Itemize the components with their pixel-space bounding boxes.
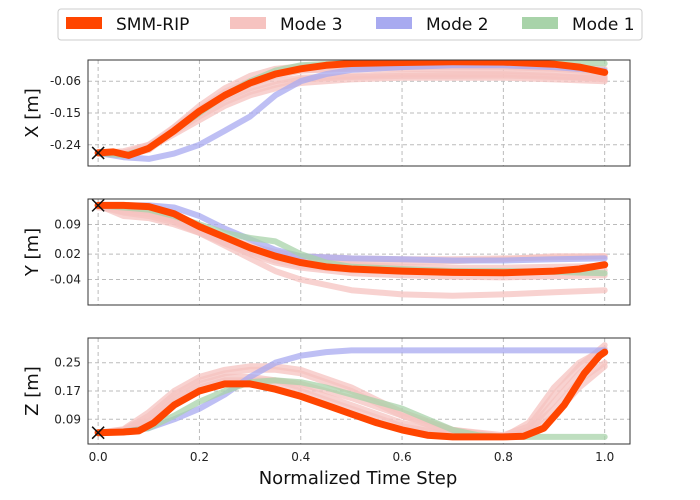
panel-y-series (94, 201, 609, 299)
panel-x-ytick-label-2: -0.06 (50, 74, 81, 88)
panel-x-ylabel: X [m] (22, 88, 43, 138)
panel-x-line-smm-rip (94, 60, 609, 159)
legend-swatch-mode-3 (230, 17, 266, 29)
legend-swatch-mode-1 (522, 17, 558, 29)
xtick-label-1: 0.2 (190, 450, 209, 464)
panel-x-frame (87, 59, 631, 167)
panel-z-line-smm-rip (94, 348, 609, 441)
legend-label-mode-2: Mode 2 (426, 15, 489, 35)
panel-y-start-marker-b (91, 198, 105, 212)
legend: SMM-RIP Mode 3 Mode 2 Mode 1 (57, 8, 643, 41)
legend-label-smm-rip: SMM-RIP (116, 15, 189, 35)
xtick-label-0: 0.0 (89, 450, 108, 464)
panel-y-line-smm-rip (94, 201, 609, 277)
legend-label-mode-3: Mode 3 (280, 15, 343, 35)
panel-z-ytick-label-1: 0.17 (54, 384, 81, 398)
panel-y-ytick-label-1: 0.02 (54, 247, 81, 261)
panel-x-series (94, 60, 609, 162)
legend-label-mode-1: Mode 1 (572, 15, 635, 35)
panel-y: 0.09 0.02 -0.04 Y [m] (22, 198, 631, 306)
legend-frame (57, 8, 643, 41)
xtick-label-5: 1.0 (595, 450, 614, 464)
xtick-label-4: 0.8 (494, 450, 513, 464)
panel-z-ytick-label-0: 0.25 (54, 356, 81, 370)
panel-y-ylabel: Y [m] (22, 228, 43, 277)
panel-z-ytick-label-2: 0.09 (54, 412, 81, 426)
panel-x: -0.24 -0.15 -0.06 X [m] (22, 59, 631, 167)
xtick-label-3: 0.6 (393, 450, 412, 464)
panel-y-frame (87, 198, 631, 306)
panel-z-frame (87, 337, 631, 445)
panel-z-series (94, 342, 609, 441)
panel-z-ylabel: Z [m] (22, 366, 43, 416)
panel-z-line-mode-3-3 (95, 359, 608, 440)
panel-z: 0.25 0.17 0.09 Z [m] 0.0 0.2 0.4 0.6 0.8 1.0 (22, 337, 631, 464)
panel-x-start-marker-b (91, 146, 105, 160)
panel-x-ytick-label-0: -0.24 (50, 138, 81, 152)
x-axis-label: Normalized Time Step (259, 468, 458, 489)
xtick-label-2: 0.4 (291, 450, 310, 464)
legend-swatch-mode-2 (376, 17, 412, 29)
legend-swatch-smm-rip (66, 17, 102, 29)
panel-z-start-marker-b (91, 426, 105, 440)
panel-y-ytick-label-2: -0.04 (50, 273, 81, 287)
panel-y-ytick-label-0: 0.09 (54, 217, 81, 231)
panel-x-ytick-label-1: -0.15 (50, 106, 81, 120)
